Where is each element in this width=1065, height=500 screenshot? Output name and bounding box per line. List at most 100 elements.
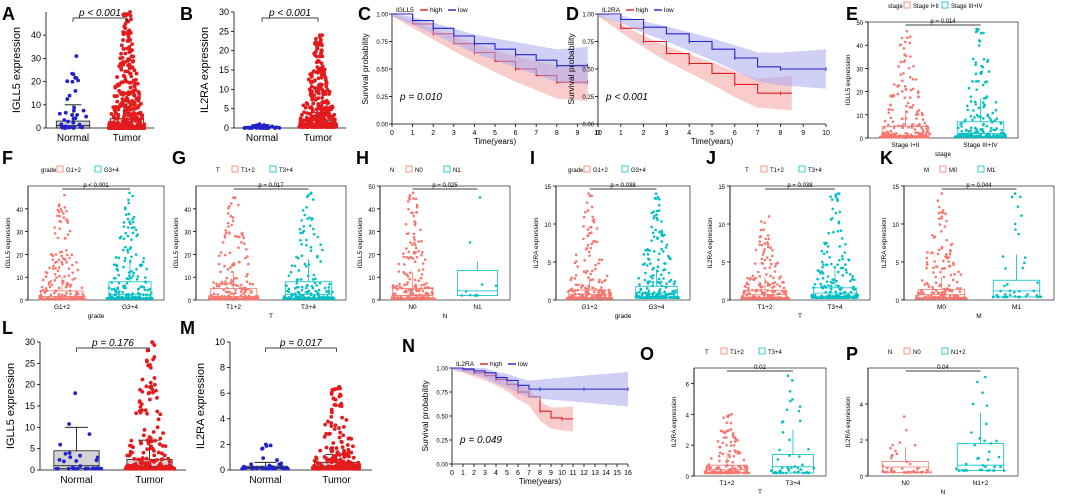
data-point — [915, 110, 919, 114]
data-point — [1013, 291, 1016, 294]
y-tick-label: 0 — [722, 299, 726, 305]
data-point — [587, 250, 591, 254]
p-value-label: p < 0.001 — [83, 183, 109, 189]
y-tick-label: 5 — [722, 261, 726, 267]
data-point — [117, 281, 121, 285]
data-point — [58, 442, 63, 447]
data-point — [651, 274, 655, 277]
data-point — [974, 30, 978, 34]
data-point — [591, 215, 594, 219]
data-point — [316, 76, 321, 81]
data-point — [128, 274, 131, 278]
data-point — [420, 253, 423, 257]
data-point — [329, 460, 334, 465]
data-point — [989, 129, 992, 133]
x-tick-label: 9 — [575, 130, 579, 137]
data-point — [398, 285, 402, 289]
data-point — [820, 295, 823, 298]
data-point — [639, 288, 643, 292]
data-point — [128, 85, 133, 90]
p-value-label: 0.04 — [937, 365, 949, 371]
data-point — [99, 466, 104, 471]
data-point — [906, 101, 910, 105]
legend-title: T — [216, 168, 220, 174]
data-point — [143, 408, 148, 413]
data-point — [317, 288, 321, 292]
data-point — [120, 92, 124, 97]
legend-title: N — [888, 350, 892, 356]
data-point — [905, 110, 909, 114]
data-point — [993, 465, 997, 469]
data-point — [982, 130, 985, 134]
data-point — [969, 100, 973, 103]
data-point — [272, 466, 277, 471]
data-point — [308, 216, 312, 219]
data-point — [748, 278, 752, 281]
data-point — [890, 456, 893, 460]
data-point — [723, 431, 727, 435]
data-point — [127, 111, 132, 116]
p-value-label: p = 0.017 — [279, 338, 322, 349]
y-axis-label: IGLL5 expression — [11, 27, 23, 113]
data-point — [122, 221, 126, 224]
data-point — [986, 60, 989, 64]
data-point — [974, 103, 978, 106]
data-point — [128, 13, 133, 18]
data-point — [665, 243, 669, 247]
data-point — [965, 104, 969, 108]
data-point — [296, 257, 300, 260]
data-point — [660, 233, 663, 236]
data-point — [115, 117, 120, 121]
data-point — [305, 238, 308, 242]
data-point — [657, 209, 661, 212]
data-point — [967, 86, 971, 90]
data-point — [124, 79, 129, 84]
data-point — [830, 262, 833, 266]
data-point — [587, 276, 590, 279]
data-point — [228, 251, 232, 255]
data-point — [306, 77, 311, 82]
data-point — [228, 232, 231, 235]
data-point — [131, 90, 136, 95]
data-point — [903, 53, 907, 56]
data-point — [831, 207, 835, 211]
x-tick-label: 4 — [687, 130, 691, 137]
data-point — [977, 28, 980, 31]
data-point — [781, 280, 785, 284]
data-point — [1017, 232, 1020, 236]
data-point — [660, 240, 663, 243]
data-point — [132, 215, 136, 219]
data-point — [412, 214, 415, 218]
data-point — [610, 296, 614, 300]
data-point — [653, 196, 657, 200]
data-point — [66, 119, 70, 124]
data-point — [326, 419, 330, 424]
data-point — [765, 256, 769, 259]
y-axis-label: IL2RA expression — [707, 217, 714, 268]
data-point — [407, 196, 411, 200]
data-point — [769, 262, 773, 266]
data-point — [909, 76, 912, 79]
data-point — [587, 284, 590, 288]
data-point — [302, 110, 306, 115]
data-point — [950, 242, 954, 246]
x-tick-label: N1 — [473, 304, 482, 311]
data-point — [940, 215, 944, 218]
data-point — [246, 255, 249, 258]
data-point — [406, 200, 410, 203]
data-point — [971, 118, 974, 122]
data-point — [883, 126, 886, 130]
data-point — [730, 412, 733, 416]
data-point — [766, 234, 770, 237]
data-point — [759, 234, 762, 238]
data-point — [736, 452, 740, 455]
data-point — [78, 453, 82, 458]
data-point — [136, 296, 139, 300]
data-point — [759, 220, 763, 223]
data-point — [313, 49, 318, 54]
data-point — [405, 232, 409, 236]
data-point — [57, 111, 62, 116]
data-point — [127, 212, 131, 216]
panel-letter: J — [706, 148, 716, 168]
data-point — [942, 275, 946, 279]
